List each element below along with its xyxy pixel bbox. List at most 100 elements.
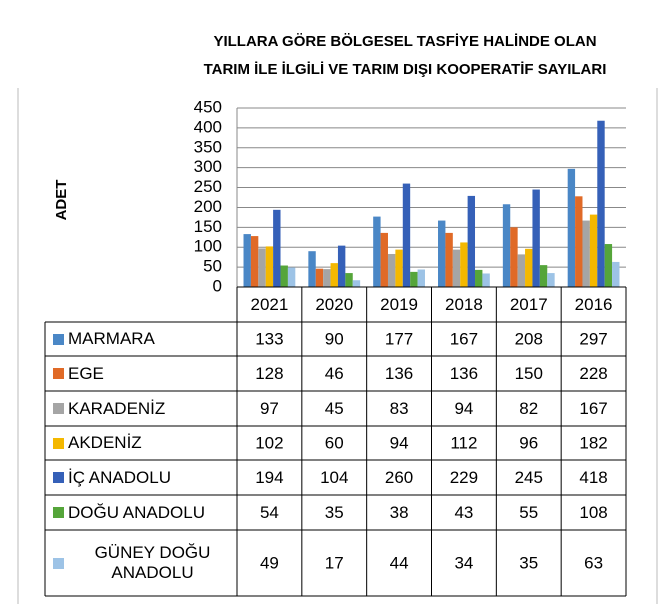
y-tick-label: 400 [194,117,222,136]
table-value: 96 [519,433,538,452]
legend-label: GÜNEY DOĞU ANADOLU [94,543,211,582]
table-value: 38 [390,503,409,522]
bar [280,265,288,287]
bar [250,236,259,287]
table-value: 150 [515,364,543,383]
table-value: 35 [325,503,344,522]
table-value: 94 [454,399,473,418]
table-value: 104 [320,468,348,487]
bar [567,168,576,287]
bar [308,251,316,287]
bar [582,220,590,287]
legend-swatch [53,557,64,569]
bar [258,248,266,287]
legend-item: DOĞU ANADOLU [45,495,237,530]
table-value: 418 [579,468,607,487]
bar [352,280,361,287]
x-tick-label: 2019 [380,295,418,314]
table-value: 90 [325,329,344,348]
legend-swatch [53,403,64,414]
table-value: 260 [385,468,413,487]
y-tick-label: 250 [194,177,222,196]
bar [517,254,526,287]
y-tick-label: 100 [194,237,222,256]
y-tick-label: 200 [194,197,222,216]
table-value: 43 [454,503,473,522]
legend-label: EGE [68,363,104,383]
bar [502,204,511,287]
bar [323,269,331,287]
table-value: 55 [519,503,538,522]
table-value: 102 [255,433,283,452]
legend-item: MARMARA [45,322,237,356]
table-value: 35 [519,553,538,572]
legend-swatch [53,368,64,379]
bar [380,232,388,287]
bar [482,273,490,287]
bar [273,209,281,287]
bar [387,253,396,287]
bar [575,196,583,287]
bar [410,271,418,287]
x-tick-label: 2021 [251,295,289,314]
legend-label: DOĞU ANADOLU [68,502,205,522]
y-tick-label: 300 [194,157,222,176]
bar [287,267,296,287]
table-value: 108 [579,503,607,522]
bar [265,246,274,287]
bar [417,269,425,287]
chart-title: YILLARA GÖRE BÖLGESEL TASFİYE HALİNDE OL… [213,33,596,50]
bar [539,265,548,287]
table-value: 44 [390,553,409,572]
table-value: 94 [390,433,409,452]
bar [402,183,411,287]
table-value: 297 [579,329,607,348]
legend-item: GÜNEY DOĞU ANADOLU [45,530,237,596]
legend-swatch [53,472,64,483]
bar [604,244,613,287]
table-value: 245 [515,468,543,487]
legend-item: İÇ ANADOLU [45,460,237,495]
bar [475,269,483,287]
x-tick-label: 2020 [315,295,353,314]
table-value: 167 [450,329,478,348]
bar [243,234,251,287]
table-value: 167 [579,399,607,418]
y-tick-label: 150 [194,217,222,236]
bar [373,216,381,287]
table-value: 82 [519,399,538,418]
x-tick-label: 2018 [445,295,483,314]
table-value: 133 [255,329,283,348]
table-value: 83 [390,399,409,418]
legend-swatch [53,507,64,518]
bar [510,227,518,287]
bar [345,273,353,287]
table-value: 136 [385,364,413,383]
legend-swatch [53,333,64,345]
table-value: 34 [454,553,473,572]
y-tick-label: 50 [203,257,222,276]
legend-label: MARMARA [68,329,155,348]
table-value: 182 [579,433,607,452]
table-value: 136 [450,364,478,383]
table-value: 45 [325,399,344,418]
table-value: 17 [325,553,344,572]
bar [589,214,598,287]
bar [337,245,346,287]
y-tick-label: 0 [213,276,222,295]
bar [525,248,533,287]
x-tick-label: 2017 [510,295,548,314]
bar [330,263,338,287]
table-value: 54 [260,503,279,522]
bar [612,261,620,287]
bar [467,195,476,287]
bar [532,189,540,287]
table-value: 49 [260,553,279,572]
bar [438,220,446,287]
legend-label: KARADENİZ [68,398,166,418]
table-value: 63 [584,553,603,572]
table-value: 128 [255,364,283,383]
table-value: 229 [450,468,478,487]
